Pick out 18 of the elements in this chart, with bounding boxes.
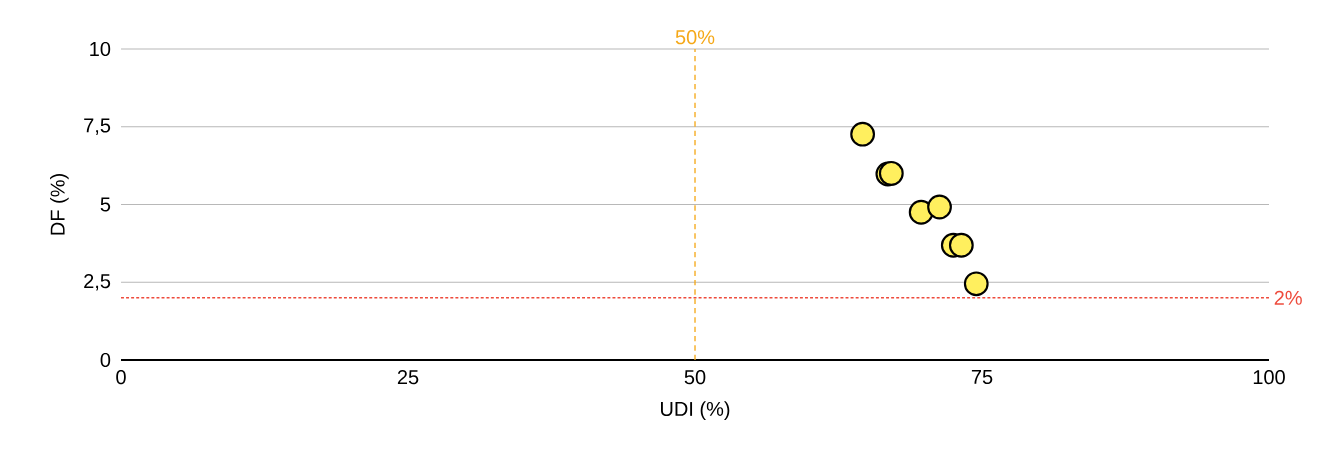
x-axis-title: UDI (%) (661, 401, 730, 420)
point (963, 271, 989, 297)
x-tick-label: 25 (397, 370, 419, 385)
y-tick-label: 10 (90, 41, 111, 57)
y-axis-title: DF (%) (50, 174, 69, 235)
point (927, 194, 952, 220)
point (850, 121, 876, 147)
x-tick-label: 50 (684, 370, 706, 385)
point (948, 232, 974, 258)
y-tick-label: 0 (100, 352, 111, 368)
y-tick-label: 5 (100, 197, 111, 212)
ref-line-label: 2% (1274, 290, 1302, 305)
x-tick-label: 100 (1253, 370, 1285, 385)
ref-line-label: 50% (675, 30, 715, 45)
x-tick-label: 75 (971, 370, 993, 384)
y-tick-label: 2,5 (84, 273, 111, 291)
y-tick-label: 7,5 (84, 118, 111, 135)
x-tick-label: 0 (116, 370, 126, 385)
